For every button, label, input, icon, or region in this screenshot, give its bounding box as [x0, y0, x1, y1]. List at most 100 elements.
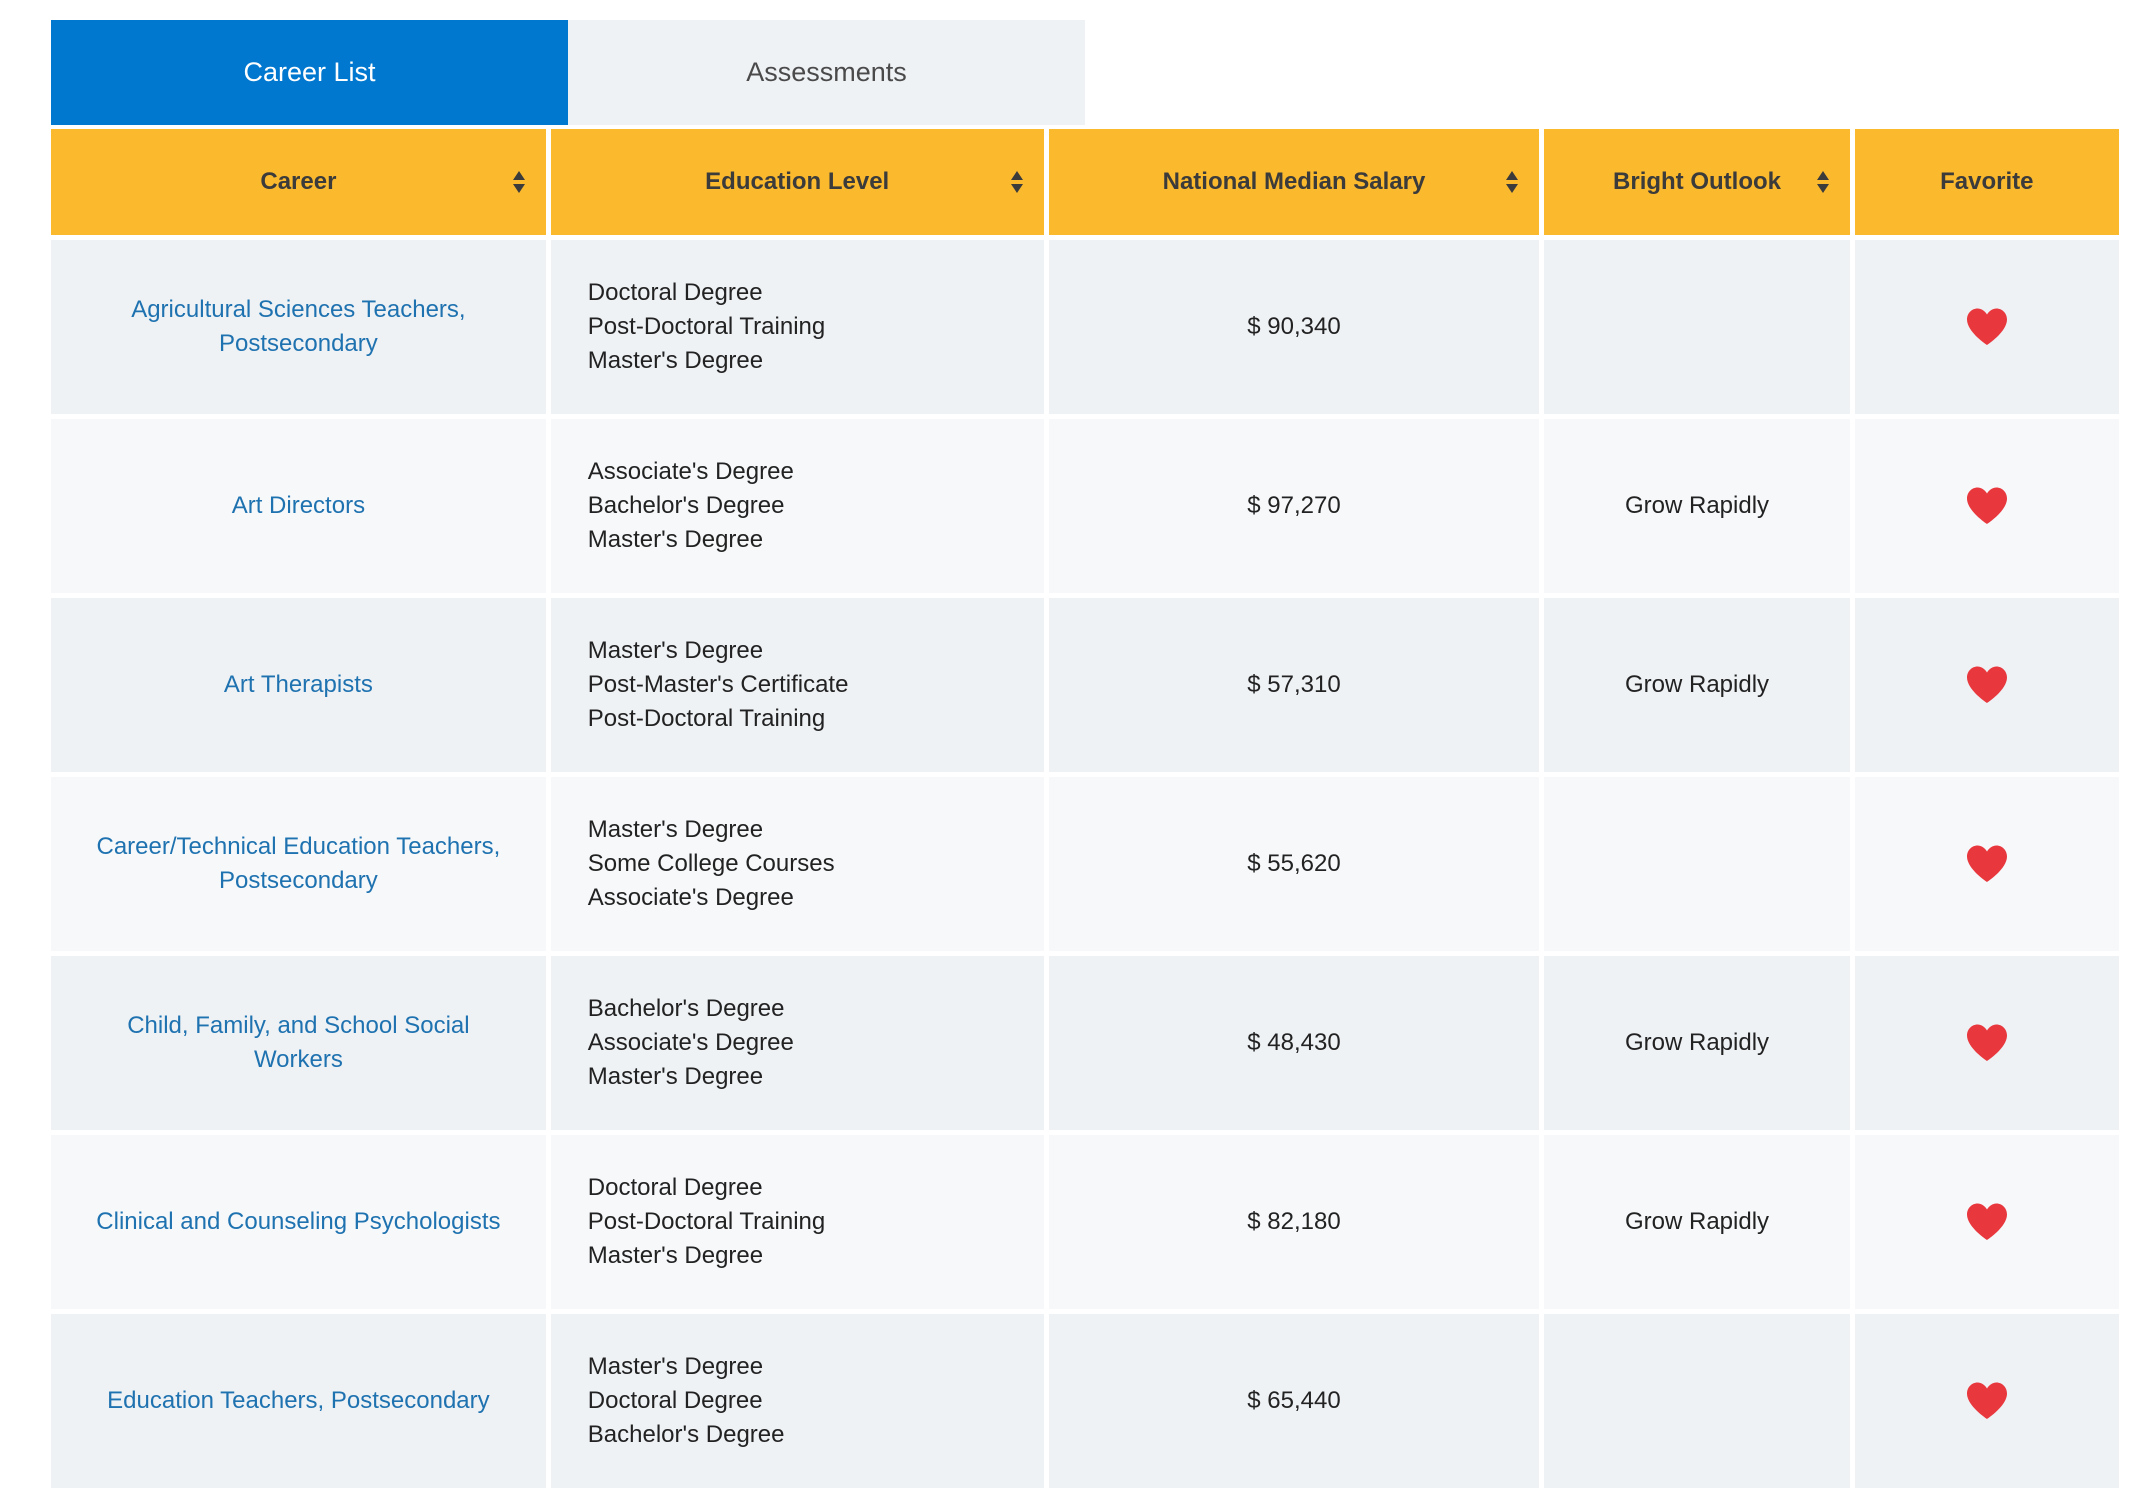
education-cell: Master's Degree Doctoral Degree Bachelor's… — [550, 1314, 1044, 1488]
tab-career-list[interactable]: Career List — [51, 20, 568, 125]
table-row: Art Directors Associate's Degree Bachelor… — [51, 419, 2119, 593]
heart-icon[interactable] — [1965, 1202, 2009, 1242]
education-level-item: Doctoral Degree — [587, 1387, 763, 1414]
column-header-label: Favorite — [1940, 168, 2034, 195]
education-list: Bachelor's Degree Associate's Degree Maste… — [551, 992, 794, 1094]
career-explorer: Career List Assessments Career Education… — [51, 20, 2119, 1488]
career-link[interactable]: Agricultural Sciences Teachers, Postseco… — [131, 296, 466, 357]
column-header-label: Bright Outlook — [1613, 168, 1781, 195]
education-level-item: Master's Degree — [587, 1242, 764, 1269]
column-header-education-level[interactable]: Education Level — [550, 129, 1044, 235]
education-list: Doctoral Degree Post-Doctoral Training Mas… — [551, 276, 825, 378]
education-level-item: Post-Doctoral Training — [587, 705, 826, 732]
column-header-career[interactable]: Career — [51, 129, 546, 235]
career-link[interactable]: Art Therapists — [223, 671, 373, 698]
column-header-label: National Median Salary — [1162, 168, 1426, 195]
bright-outlook-value: Grow Rapidly — [1624, 492, 1770, 519]
education-level-item: Doctoral Degree — [587, 1174, 763, 1201]
career-cell: Child, Family, and School Social Workers — [51, 956, 546, 1130]
education-level-item: Associate's Degree — [587, 1029, 794, 1056]
favorite-cell — [1854, 1135, 2119, 1309]
education-level-item: Post-Doctoral Training — [587, 1208, 826, 1235]
tab-assessments[interactable]: Assessments — [568, 20, 1085, 125]
heart-icon[interactable] — [1965, 486, 2009, 526]
table-body: Agricultural Sciences Teachers, Postseco… — [51, 240, 2119, 1488]
heart-icon[interactable] — [1965, 1023, 2009, 1063]
sort-icon — [1506, 171, 1519, 193]
education-level-item: Post-Doctoral Training — [587, 313, 826, 340]
salary-value: $ 55,620 — [1247, 850, 1341, 877]
career-table: Career Education Level National Median S… — [51, 129, 2119, 1488]
bright-outlook-cell: Grow Rapidly — [1544, 598, 1850, 772]
career-link[interactable]: Career/Technical Education Teachers, Pos… — [96, 833, 501, 894]
salary-cell: $ 65,440 — [1048, 1314, 1540, 1488]
education-list: Master's Degree Post-Master's Certificate… — [551, 634, 849, 736]
education-level-item: Post-Master's Certificate — [587, 671, 849, 698]
favorite-cell — [1854, 1314, 2119, 1488]
career-cell: Art Therapists — [51, 598, 546, 772]
sort-icon — [1010, 171, 1023, 193]
heart-icon[interactable] — [1965, 307, 2009, 347]
favorite-cell — [1854, 419, 2119, 593]
career-link[interactable]: Clinical and Counseling Psychologists — [96, 1208, 501, 1235]
bright-outlook-cell: Grow Rapidly — [1544, 956, 1850, 1130]
career-link[interactable]: Child, Family, and School Social Workers — [127, 1012, 470, 1073]
salary-value: $ 90,340 — [1247, 313, 1341, 340]
bright-outlook-cell — [1544, 240, 1850, 414]
column-header-salary[interactable]: National Median Salary — [1048, 129, 1540, 235]
education-level-item: Bachelor's Degree — [587, 1421, 785, 1448]
salary-value: $ 82,180 — [1247, 1208, 1341, 1235]
career-cell: Clinical and Counseling Psychologists — [51, 1135, 546, 1309]
bright-outlook-cell — [1544, 1314, 1850, 1488]
heart-icon[interactable] — [1965, 665, 2009, 705]
tab-bar: Career List Assessments — [51, 20, 2119, 125]
education-cell: Bachelor's Degree Associate's Degree Maste… — [550, 956, 1044, 1130]
bright-outlook-cell: Grow Rapidly — [1544, 419, 1850, 593]
career-link[interactable]: Education Teachers, Postsecondary — [107, 1387, 490, 1414]
salary-value: $ 65,440 — [1247, 1387, 1341, 1414]
favorite-cell — [1854, 956, 2119, 1130]
education-level-item: Master's Degree — [587, 347, 764, 374]
sort-icon — [512, 171, 525, 193]
education-cell: Associate's Degree Bachelor's Degree Maste… — [550, 419, 1044, 593]
salary-cell: $ 55,620 — [1048, 777, 1540, 951]
salary-cell: $ 82,180 — [1048, 1135, 1540, 1309]
education-cell: Doctoral Degree Post-Doctoral Training Mas… — [550, 240, 1044, 414]
heart-icon[interactable] — [1965, 844, 2009, 884]
salary-value: $ 57,310 — [1247, 671, 1341, 698]
education-list: Doctoral Degree Post-Doctoral Training Mas… — [551, 1171, 825, 1273]
education-cell: Master's Degree Some College Courses Assoc… — [550, 777, 1044, 951]
education-level-item: Master's Degree — [587, 816, 764, 843]
education-list: Master's Degree Some College Courses Assoc… — [551, 813, 835, 915]
education-level-item: Doctoral Degree — [587, 279, 763, 306]
education-level-item: Master's Degree — [587, 637, 764, 664]
education-level-item: Associate's Degree — [587, 884, 794, 911]
heart-icon[interactable] — [1965, 1381, 2009, 1421]
table-row: Clinical and Counseling Psychologists Do… — [51, 1135, 2119, 1309]
education-level-item: Master's Degree — [587, 1063, 764, 1090]
favorite-cell — [1854, 598, 2119, 772]
career-cell: Education Teachers, Postsecondary — [51, 1314, 546, 1488]
education-list: Associate's Degree Bachelor's Degree Maste… — [551, 455, 794, 557]
salary-value: $ 97,270 — [1247, 492, 1341, 519]
column-header-bright-outlook[interactable]: Bright Outlook — [1544, 129, 1850, 235]
sort-icon — [1816, 171, 1829, 193]
table-row: Career/Technical Education Teachers, Pos… — [51, 777, 2119, 951]
column-header-label: Career — [260, 168, 337, 195]
education-cell: Master's Degree Post-Master's Certificate… — [550, 598, 1044, 772]
career-cell: Career/Technical Education Teachers, Pos… — [51, 777, 546, 951]
career-link[interactable]: Art Directors — [231, 492, 366, 519]
table-row: Child, Family, and School Social Workers… — [51, 956, 2119, 1130]
salary-cell: $ 57,310 — [1048, 598, 1540, 772]
column-header-label: Education Level — [705, 168, 890, 195]
salary-cell: $ 48,430 — [1048, 956, 1540, 1130]
salary-cell: $ 97,270 — [1048, 419, 1540, 593]
table-row: Agricultural Sciences Teachers, Postseco… — [51, 240, 2119, 414]
education-level-item: Some College Courses — [587, 850, 835, 877]
bright-outlook-cell — [1544, 777, 1850, 951]
career-cell: Art Directors — [51, 419, 546, 593]
bright-outlook-value: Grow Rapidly — [1624, 1208, 1770, 1235]
education-level-item: Bachelor's Degree — [587, 492, 785, 519]
education-list: Master's Degree Doctoral Degree Bachelor's… — [551, 1350, 785, 1452]
salary-value: $ 48,430 — [1247, 1029, 1341, 1056]
